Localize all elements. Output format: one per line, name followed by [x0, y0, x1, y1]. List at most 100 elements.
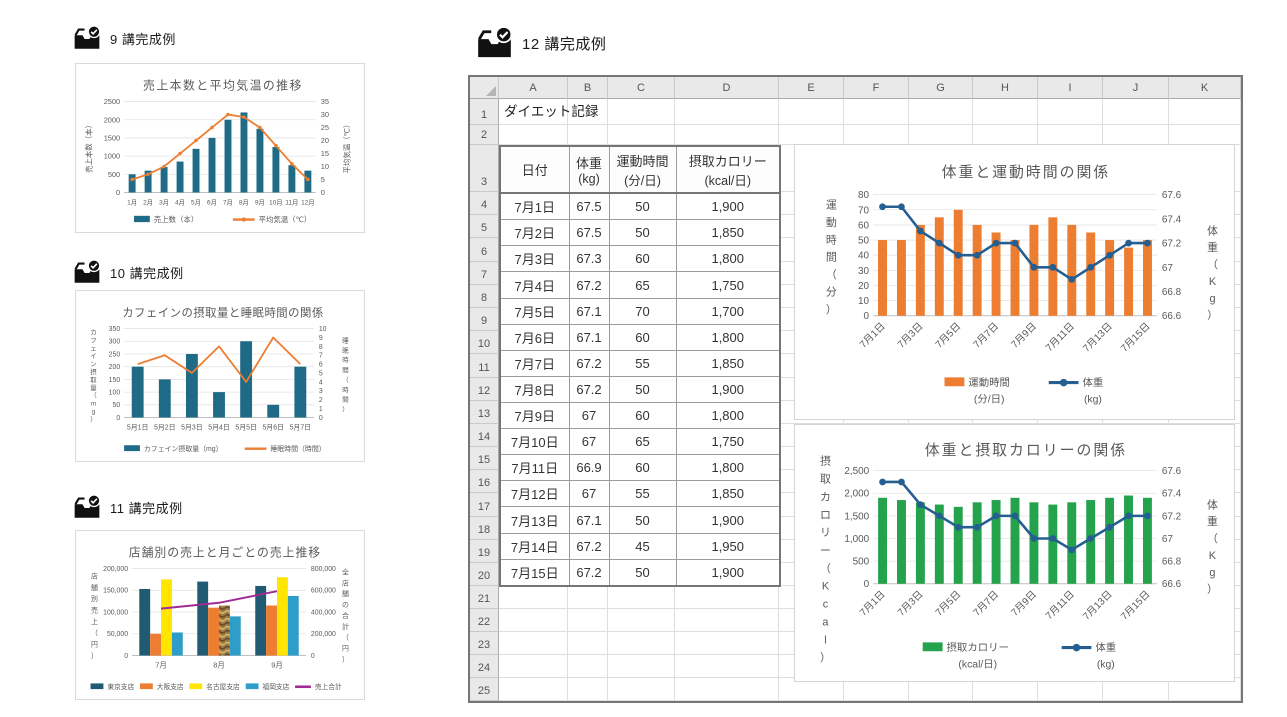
diet-cell-r12c0[interactable]: 7月12日 [499, 480, 570, 508]
cell-G2[interactable] [909, 125, 973, 145]
cell-C24[interactable] [608, 654, 675, 678]
cell-E1[interactable] [779, 99, 844, 125]
diet-cell-r1c3[interactable]: 1,900 [675, 192, 781, 221]
diet-cell-r3c1[interactable]: 67.3 [568, 245, 610, 273]
diet-cell-r11c0[interactable]: 7月11日 [499, 454, 570, 482]
row-header-16[interactable]: 16 [470, 470, 499, 494]
row-header-24[interactable]: 24 [470, 654, 499, 678]
cell-J25[interactable] [1103, 677, 1169, 701]
cell-C21[interactable] [608, 585, 675, 609]
cell-D21[interactable] [675, 585, 779, 609]
diet-cell-r6c3[interactable]: 1,800 [675, 323, 781, 351]
col-header-D[interactable]: D [675, 77, 779, 99]
row-header-17[interactable]: 17 [470, 493, 499, 517]
row-header-5[interactable]: 5 [470, 215, 499, 239]
row-header-20[interactable]: 20 [470, 562, 499, 586]
chart-card-sales-temp[interactable]: 0 500 1000 1500 2000 2500 0 5 10 15 20 25 30 35 売上本数と平… [75, 63, 365, 233]
col-header-E[interactable]: E [779, 77, 844, 99]
row-header-11[interactable]: 11 [470, 354, 499, 378]
cell-J2[interactable] [1103, 125, 1169, 145]
diet-cell-r7c0[interactable]: 7月7日 [499, 349, 570, 377]
diet-cell-r11c1[interactable]: 66.9 [568, 454, 610, 482]
cell-D2[interactable] [675, 125, 779, 145]
diet-cell-r8c3[interactable]: 1,900 [675, 375, 781, 404]
diet-cell-r13c2[interactable]: 50 [608, 506, 677, 534]
col-header-C[interactable]: C [608, 77, 675, 99]
diet-cell-r4c3[interactable]: 1,750 [675, 271, 781, 299]
diet-cell-r3c0[interactable]: 7月3日 [499, 245, 570, 273]
col-header-B[interactable]: B [568, 77, 608, 99]
diet-cell-r4c0[interactable]: 7月4日 [499, 271, 570, 299]
diet-cell-r11c3[interactable]: 1,800 [675, 454, 781, 482]
cell-K2[interactable] [1169, 125, 1241, 145]
diet-cell-r8c0[interactable]: 7月8日 [499, 375, 570, 404]
cell-C23[interactable] [608, 631, 675, 655]
diet-cell-r14c3[interactable]: 1,950 [675, 532, 781, 560]
cell-A1[interactable] [499, 99, 568, 125]
diet-cell-r3c3[interactable]: 1,800 [675, 245, 781, 273]
cell-A21[interactable] [499, 585, 568, 609]
chart-card-caffeine-sleep[interactable]: 0 50 100 150 200 250 300 350 0 1 2 3 4 5 6 7 8 9 10 カフェインの摂… [75, 290, 365, 462]
diet-cell-r2c1[interactable]: 67.5 [568, 219, 610, 247]
row-header-15[interactable]: 15 [470, 447, 499, 471]
diet-cell-r5c3[interactable]: 1,700 [675, 297, 781, 325]
diet-cell-r14c2[interactable]: 45 [608, 532, 677, 560]
cell-A25[interactable] [499, 677, 568, 701]
cell-K1[interactable] [1169, 99, 1241, 125]
row-header-8[interactable]: 8 [470, 284, 499, 308]
diet-header-0[interactable]: 日付 [499, 145, 570, 194]
cell-D24[interactable] [675, 654, 779, 678]
cell-D22[interactable] [675, 608, 779, 632]
diet-cell-r1c0[interactable]: 7月1日 [499, 192, 570, 221]
cell-F1[interactable] [844, 99, 909, 125]
cell-I25[interactable] [1038, 677, 1103, 701]
cell-C2[interactable] [608, 125, 675, 145]
diet-cell-r2c2[interactable]: 50 [608, 219, 677, 247]
diet-cell-r15c2[interactable]: 50 [608, 558, 677, 587]
cell-K13[interactable] [1169, 400, 1241, 424]
diet-cell-r5c2[interactable]: 70 [608, 297, 677, 325]
cell-A24[interactable] [499, 654, 568, 678]
cell-F25[interactable] [844, 677, 909, 701]
diet-cell-r6c1[interactable]: 67.1 [568, 323, 610, 351]
cell-H1[interactable] [973, 99, 1038, 125]
diet-cell-r1c2[interactable]: 50 [608, 192, 677, 221]
cell-K25[interactable] [1169, 677, 1241, 701]
cell-G1[interactable] [909, 99, 973, 125]
col-header-F[interactable]: F [844, 77, 909, 99]
diet-cell-r2c0[interactable]: 7月2日 [499, 219, 570, 247]
row-header-9[interactable]: 9 [470, 307, 499, 332]
cell-I2[interactable] [1038, 125, 1103, 145]
diet-cell-r9c2[interactable]: 60 [608, 402, 677, 430]
diet-cell-r6c2[interactable]: 60 [608, 323, 677, 351]
cell-F2[interactable] [844, 125, 909, 145]
row-header-3[interactable]: 3 [470, 145, 499, 192]
cell-A22[interactable] [499, 608, 568, 632]
row-header-18[interactable]: 18 [470, 516, 499, 540]
row-header-25[interactable]: 25 [470, 677, 499, 701]
diet-cell-r10c1[interactable]: 67 [568, 428, 610, 456]
diet-cell-r4c1[interactable]: 67.2 [568, 271, 610, 299]
cell-A2[interactable] [499, 125, 568, 145]
row-header-12[interactable]: 12 [470, 377, 499, 401]
row-header-6[interactable]: 6 [470, 238, 499, 262]
cell-E2[interactable] [779, 125, 844, 145]
diet-cell-r12c3[interactable]: 1,850 [675, 480, 781, 508]
diet-cell-r5c1[interactable]: 67.1 [568, 297, 610, 325]
select-all-corner[interactable] [470, 77, 499, 99]
weight-calorie-chart-object[interactable]: 0 500 1,000 1,500 2,000 2,500 66.6 66.8 67 67.2 67… [794, 424, 1235, 682]
cell-B24[interactable] [568, 654, 608, 678]
diet-cell-r14c0[interactable]: 7月14日 [499, 532, 570, 560]
cell-E25[interactable] [779, 677, 844, 701]
row-header-13[interactable]: 13 [470, 400, 499, 424]
cell-J1[interactable] [1103, 99, 1169, 125]
diet-cell-r12c1[interactable]: 67 [568, 480, 610, 508]
cell-B1[interactable] [568, 99, 608, 125]
diet-header-2[interactable]: 運動時間 (分/日) [608, 145, 677, 194]
diet-cell-r10c2[interactable]: 65 [608, 428, 677, 456]
cell-C25[interactable] [608, 677, 675, 701]
diet-header-1[interactable]: 体重 (kg) [568, 145, 610, 194]
diet-cell-r7c3[interactable]: 1,850 [675, 349, 781, 377]
diet-cell-r1c1[interactable]: 67.5 [568, 192, 610, 221]
diet-cell-r15c0[interactable]: 7月15日 [499, 558, 570, 587]
